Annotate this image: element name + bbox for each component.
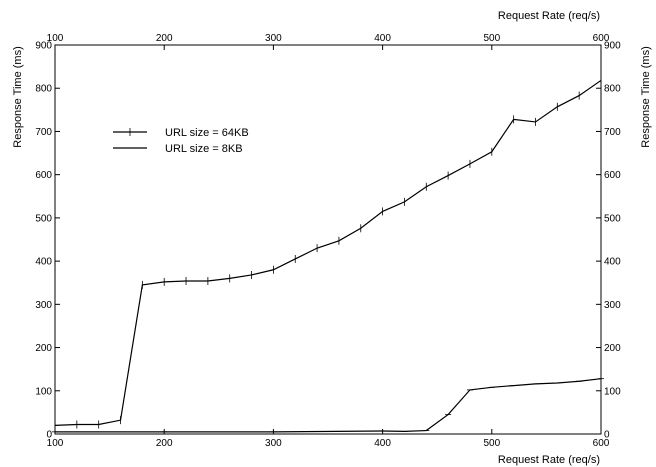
y-axis-label-left: Response Time (ms): [12, 46, 24, 147]
y-tick-label-right: 800: [604, 84, 621, 95]
y-tick-label-right: 100: [604, 386, 621, 397]
x-tick-label-top: 100: [47, 33, 64, 44]
y-tick-label-left: 200: [35, 343, 52, 354]
x-tick-label-top: 400: [374, 33, 391, 44]
legend-label-8kb: URL size = 8KB: [165, 143, 243, 155]
y-tick-label-left: 300: [35, 300, 52, 311]
x-tick-label-top: 200: [156, 33, 173, 44]
y-tick-label-right: 500: [604, 213, 621, 224]
y-tick-label-right: 0: [604, 430, 610, 441]
series-markers: [52, 76, 604, 433]
axis-ticks: [54, 44, 602, 435]
y-tick-label-right: 700: [604, 127, 621, 138]
x-axis-label-top: Request Rate (req/s): [498, 10, 600, 22]
series-lines: [54, 79, 602, 433]
y-tick-label-left: 100: [35, 386, 52, 397]
x-tick-label-top: 500: [483, 33, 500, 44]
x-tick-label-bottom: 100: [47, 438, 64, 449]
x-tick-label-top: 600: [593, 33, 610, 44]
x-tick-label-bottom: 600: [593, 438, 610, 449]
y-tick-label-right: 900: [604, 41, 621, 52]
x-tick-label-bottom: 500: [483, 438, 500, 449]
series-line-64kb: [54, 79, 602, 426]
y-tick-label-right: 300: [604, 300, 621, 311]
y-tick-label-left: 500: [35, 213, 52, 224]
y-tick-label-left: 900: [35, 41, 52, 52]
y-tick-label-right: 600: [604, 170, 621, 181]
x-tick-label-bottom: 300: [265, 438, 282, 449]
plot-frame: [54, 44, 602, 435]
y-tick-label-left: 700: [35, 127, 52, 138]
y-tick-label-left: 800: [35, 84, 52, 95]
y-axis-label-right: Response Time (ms): [640, 46, 652, 147]
plot-area-border: [54, 44, 602, 435]
x-tick-label-bottom: 400: [374, 438, 391, 449]
y-tick-label-left: 400: [35, 257, 52, 268]
y-tick-label-right: 200: [604, 343, 621, 354]
x-tick-label-bottom: 200: [156, 438, 173, 449]
x-tick-label-top: 300: [265, 33, 282, 44]
legend: URL size = 64KB URL size = 8KB: [113, 127, 249, 155]
y-tick-label-right: 400: [604, 257, 621, 268]
series-line-8kb: [55, 378, 602, 433]
y-tick-label-left: 600: [35, 170, 52, 181]
x-axis-label-bottom: Request Rate (req/s): [498, 454, 600, 466]
y-tick-label-left: 0: [46, 430, 52, 441]
legend-label-64kb: URL size = 64KB: [165, 127, 249, 139]
